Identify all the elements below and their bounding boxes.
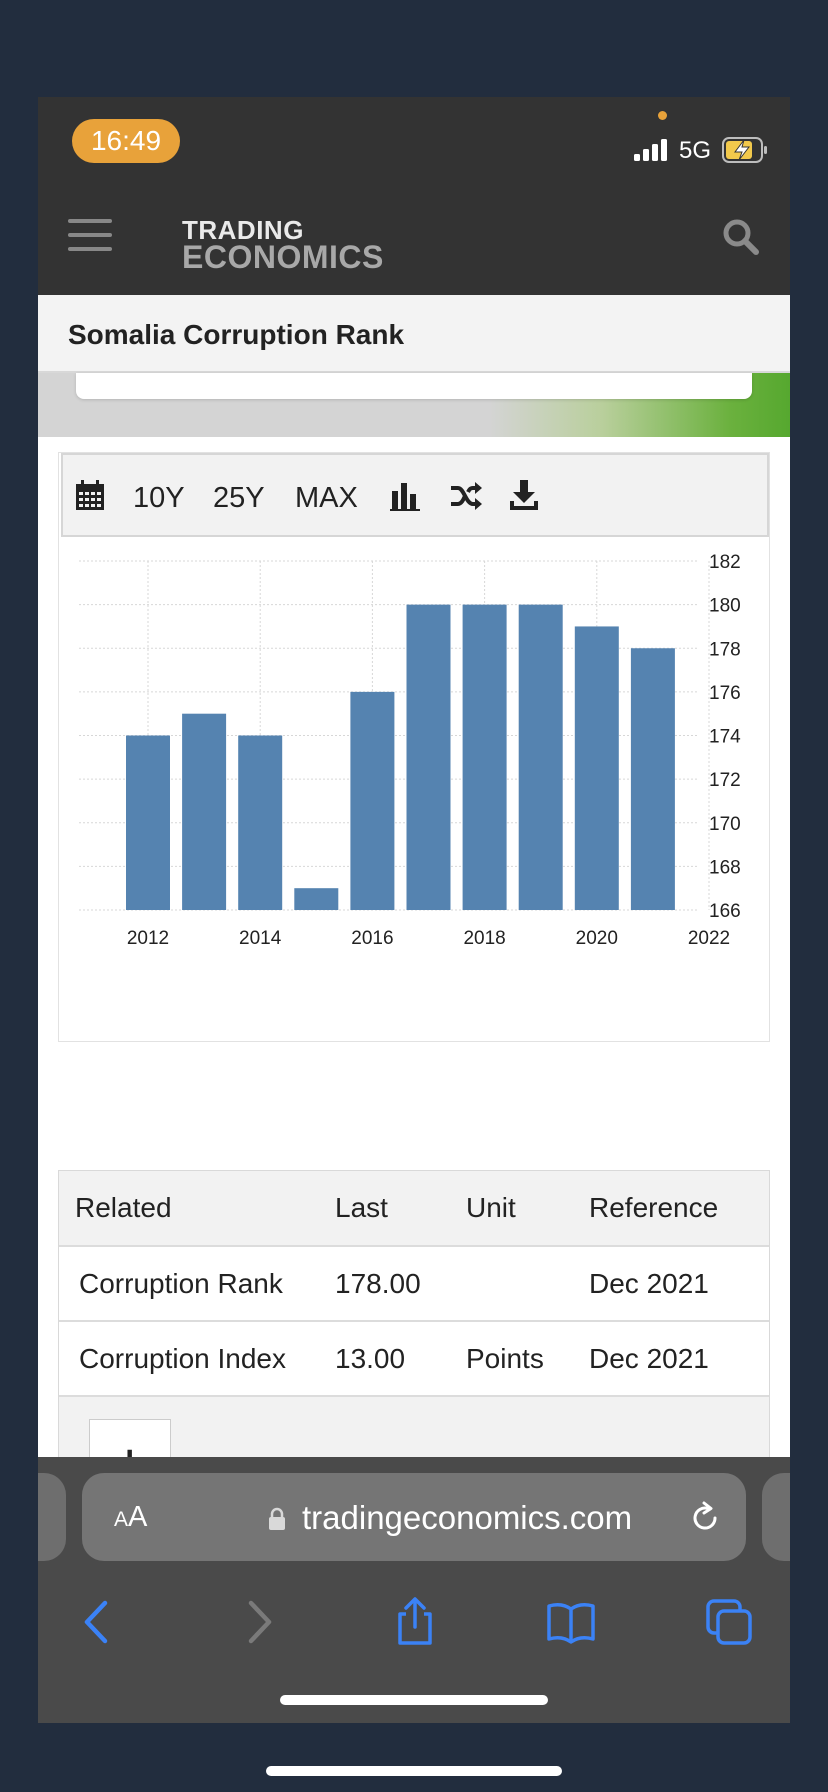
ad-banner <box>38 373 790 437</box>
bookmarks-icon[interactable] <box>546 1597 596 1647</box>
reader-options-button[interactable]: AA <box>114 1501 147 1534</box>
header-reference: Reference <box>589 1171 769 1247</box>
corruption-rank-chart: 182 180 178 176 174 172 170 168 166 2012 2014 2016 2… <box>79 552 741 949</box>
bar <box>574 626 619 910</box>
y-tick-label: 174 <box>709 727 741 748</box>
range-max-button[interactable]: MAX <box>295 482 358 514</box>
table-row[interactable]: Corruption Rank 178.00 Dec 2021 <box>59 1246 769 1322</box>
banner-card <box>76 373 752 399</box>
cell-related[interactable]: Corruption Index <box>59 1321 335 1397</box>
y-tick-label: 170 <box>709 814 741 835</box>
y-tick-label: 168 <box>709 857 741 878</box>
range-10y-button[interactable]: 10Y <box>133 482 185 514</box>
phone-screen: 16:49 5G TRADING ECONOMICS Somalia Corru… <box>38 97 790 1723</box>
y-tick-label: 182 <box>709 552 741 573</box>
bar <box>406 604 451 910</box>
y-tick-label: 172 <box>709 770 741 791</box>
lock-icon <box>269 1507 285 1530</box>
back-icon[interactable] <box>72 1597 122 1647</box>
y-tick-label: 176 <box>709 683 741 704</box>
cell-reference: Dec 2021 <box>589 1246 769 1322</box>
search-icon[interactable] <box>721 217 761 257</box>
x-tick-label: 2014 <box>239 928 282 949</box>
cell-unit <box>466 1246 589 1322</box>
y-tick-label: 166 <box>709 901 741 922</box>
aa-large: A <box>128 1501 148 1533</box>
title-bar: Somalia Corruption Rank <box>38 295 790 373</box>
trading-economics-logo[interactable]: TRADING ECONOMICS <box>182 217 384 273</box>
bar <box>462 604 507 910</box>
x-tick-label: 2016 <box>351 928 393 949</box>
signal-icon <box>634 139 667 161</box>
app-header: TRADING ECONOMICS <box>38 195 790 295</box>
cell-related[interactable]: Corruption Rank <box>59 1246 335 1322</box>
browser-toolbar: AA tradingeconomics.com <box>38 1457 790 1723</box>
menu-icon[interactable] <box>68 219 112 251</box>
aa-small: A <box>114 1508 129 1531</box>
previous-tab-peek[interactable] <box>38 1473 66 1561</box>
chart-toolbar: 10Y 25Y MAX <box>61 453 769 537</box>
forward-icon[interactable] <box>234 1597 284 1647</box>
reload-icon[interactable] <box>688 1501 722 1535</box>
y-tick-label: 180 <box>709 596 741 617</box>
status-bar: 16:49 5G <box>38 97 790 195</box>
x-tick-label: 2020 <box>576 928 618 949</box>
chart-panel: 10Y 25Y MAX 182 180 178 176 174 17 <box>58 452 770 1042</box>
bar-chart-icon[interactable] <box>389 479 423 513</box>
table-row[interactable]: Corruption Index 13.00 Points Dec 2021 <box>59 1321 769 1397</box>
x-tick-label: 2018 <box>463 928 505 949</box>
network-type: 5G <box>679 137 712 164</box>
status-time: 16:49 <box>72 119 180 163</box>
device-home-indicator <box>266 1766 562 1776</box>
url-text[interactable]: tradingeconomics.com <box>302 1499 633 1536</box>
range-25y-button[interactable]: 25Y <box>213 482 265 514</box>
logo-line-2: ECONOMICS <box>182 239 384 275</box>
bar <box>518 604 563 910</box>
tabs-icon[interactable] <box>704 1597 754 1647</box>
table-header-row: Related Last Unit Reference <box>59 1171 769 1247</box>
y-tick-label: 178 <box>709 639 741 660</box>
x-tick-label: 2022 <box>688 928 730 949</box>
home-indicator <box>280 1695 548 1705</box>
cell-unit: Points <box>466 1321 589 1397</box>
cell-reference: Dec 2021 <box>589 1321 769 1397</box>
cell-last: 178.00 <box>335 1246 466 1322</box>
shuffle-icon[interactable] <box>449 479 483 513</box>
battery-charging-icon <box>722 137 767 163</box>
page-title: Somalia Corruption Rank <box>68 319 405 350</box>
address-bar[interactable]: AA tradingeconomics.com <box>82 1473 746 1561</box>
bar <box>126 735 170 910</box>
cell-last: 13.00 <box>335 1321 466 1397</box>
next-tab-peek[interactable] <box>762 1473 790 1561</box>
header-last: Last <box>335 1171 466 1247</box>
header-related: Related <box>59 1171 335 1247</box>
bar <box>294 888 339 910</box>
bar <box>350 691 395 910</box>
logo-line-1: TRADING <box>182 215 304 245</box>
header-unit: Unit <box>466 1171 589 1247</box>
calendar-icon[interactable] <box>73 479 107 513</box>
bar <box>630 648 675 910</box>
bar <box>238 735 283 910</box>
bar <box>182 713 227 910</box>
table-footer: + <box>59 1397 769 1480</box>
privacy-indicator <box>658 111 667 120</box>
x-tick-label: 2012 <box>127 928 169 949</box>
share-icon[interactable] <box>390 1597 440 1647</box>
download-icon[interactable] <box>507 479 541 513</box>
related-table: Related Last Unit Reference Corruption R… <box>58 1170 770 1480</box>
